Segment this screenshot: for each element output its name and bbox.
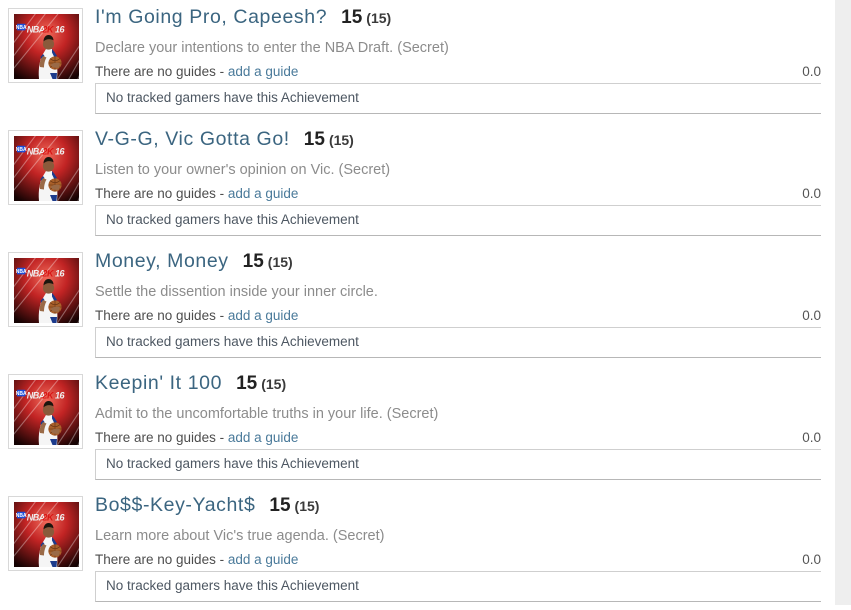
svg-text:2K: 2K bbox=[42, 512, 56, 522]
svg-text:2K: 2K bbox=[42, 390, 56, 400]
svg-text:NBA: NBA bbox=[16, 269, 27, 275]
svg-text:16: 16 bbox=[55, 390, 66, 400]
svg-text:2K: 2K bbox=[42, 146, 56, 156]
svg-text:2K: 2K bbox=[42, 24, 56, 34]
svg-text:16: 16 bbox=[55, 24, 66, 34]
svg-text:NBA: NBA bbox=[16, 391, 27, 397]
svg-text:NBA: NBA bbox=[16, 147, 27, 153]
svg-text:NBA: NBA bbox=[16, 513, 27, 519]
svg-text:NBA: NBA bbox=[16, 25, 27, 31]
svg-text:2K: 2K bbox=[42, 268, 56, 278]
svg-text:16: 16 bbox=[55, 146, 66, 156]
svg-text:16: 16 bbox=[55, 268, 66, 278]
svg-text:16: 16 bbox=[55, 512, 66, 522]
